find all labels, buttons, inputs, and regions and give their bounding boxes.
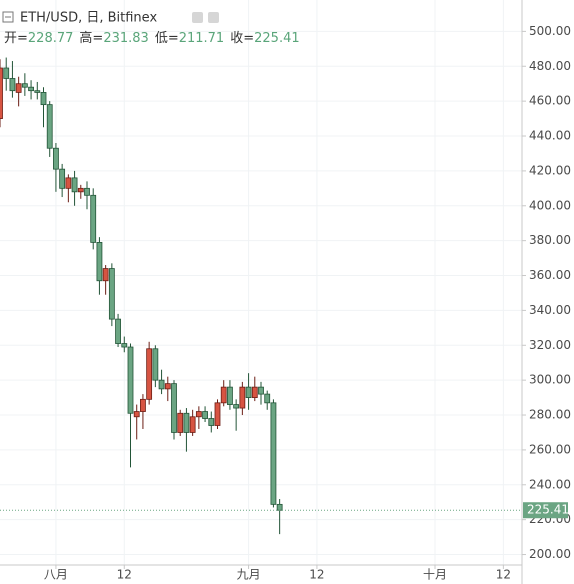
candle-body bbox=[208, 418, 215, 426]
candle-body bbox=[102, 268, 109, 282]
candle-body bbox=[53, 147, 59, 170]
ohlc-label: 低= bbox=[155, 31, 179, 46]
candle-body bbox=[71, 177, 78, 193]
y-tick-label: 280.00 bbox=[529, 408, 571, 422]
ohlc-label: 高= bbox=[79, 30, 103, 46]
candle-body bbox=[0, 67, 3, 119]
candle-body bbox=[146, 348, 153, 400]
candle-body bbox=[239, 386, 246, 409]
candle-body bbox=[115, 318, 121, 344]
x-tick-label: 12 bbox=[117, 568, 132, 582]
collapse-icon[interactable] bbox=[2, 11, 14, 23]
candle-body bbox=[34, 90, 41, 93]
candle-body bbox=[108, 268, 115, 320]
candle-body bbox=[15, 83, 22, 93]
y-tick-label: 400.00 bbox=[529, 198, 571, 212]
candle-body bbox=[245, 386, 252, 398]
y-tick-label: 380.00 bbox=[529, 233, 571, 247]
y-tick-label: 300.00 bbox=[529, 373, 571, 387]
candle-body bbox=[46, 104, 53, 149]
candle-body bbox=[189, 416, 196, 433]
x-tick-label: 十月 bbox=[423, 568, 447, 582]
last-price-label: 225.41 bbox=[527, 503, 569, 517]
y-tick-label: 320.00 bbox=[529, 338, 571, 352]
settings-icon[interactable] bbox=[192, 12, 203, 23]
candle-body bbox=[140, 398, 146, 412]
candle-body bbox=[164, 383, 171, 390]
y-tick-label: 360.00 bbox=[529, 268, 571, 282]
grid bbox=[0, 0, 522, 565]
candles bbox=[0, 57, 283, 535]
candle-body bbox=[177, 412, 184, 433]
ohlc-legend: 开=228.77 高=231.83 低=211.71 收=225.41 bbox=[4, 30, 300, 46]
x-tick-label: 12 bbox=[309, 568, 324, 582]
candle-body bbox=[264, 393, 271, 404]
candle-body bbox=[258, 386, 264, 395]
candle-body bbox=[276, 503, 283, 511]
candle-body bbox=[195, 411, 202, 418]
y-tick-label: 440.00 bbox=[529, 129, 571, 143]
candle-body bbox=[233, 404, 240, 409]
y-tick-label: 260.00 bbox=[529, 442, 571, 456]
last-price-box bbox=[523, 502, 568, 519]
y-tick-label: 500.00 bbox=[529, 24, 571, 38]
candle-body bbox=[152, 348, 159, 381]
candle-body bbox=[127, 346, 134, 414]
candle-body bbox=[220, 386, 227, 404]
ohlc-label: 开= bbox=[4, 31, 28, 46]
candle-body bbox=[183, 412, 190, 433]
ohlc-label: 收= bbox=[230, 31, 254, 46]
x-tick-label: 八月 bbox=[44, 568, 68, 582]
ohlc-value: 211.71 bbox=[179, 31, 225, 46]
chart-title: ETH/USD, 日, Bitfinex bbox=[20, 11, 157, 26]
ohlc-value: 228.77 bbox=[28, 31, 74, 46]
candle-body bbox=[96, 241, 103, 282]
candle-body bbox=[171, 383, 177, 433]
candle-body bbox=[28, 86, 34, 92]
y-tick-label: 200.00 bbox=[529, 547, 571, 561]
ohlc-value: 231.83 bbox=[103, 31, 149, 46]
candle-body bbox=[202, 411, 208, 419]
y-tick-label: 480.00 bbox=[529, 59, 571, 73]
x-tick-label: 九月 bbox=[237, 568, 261, 582]
candle-body bbox=[77, 187, 84, 193]
y-tick-label: 420.00 bbox=[529, 163, 571, 177]
candle-body bbox=[59, 168, 66, 189]
candle-body bbox=[21, 83, 28, 88]
y-tick-label: 240.00 bbox=[529, 477, 571, 491]
candle-body bbox=[214, 402, 221, 426]
candle-body bbox=[158, 379, 165, 390]
candle-body bbox=[40, 92, 47, 106]
candle-body bbox=[84, 187, 90, 196]
candle-body bbox=[90, 194, 97, 243]
candle-body bbox=[270, 402, 277, 505]
candle-body bbox=[65, 177, 72, 189]
close-icon[interactable] bbox=[208, 12, 219, 23]
candle-body bbox=[121, 343, 128, 348]
y-tick-label: 340.00 bbox=[529, 303, 571, 317]
candle-body bbox=[3, 67, 10, 79]
candle-body bbox=[227, 386, 233, 405]
y-tick-label: 460.00 bbox=[529, 94, 571, 108]
candle-body bbox=[133, 411, 140, 418]
ohlc-value: 225.41 bbox=[254, 31, 300, 46]
header: ETH/USD, 日, Bitfinex 开=228.77 高=231.83 低=2… bbox=[2, 11, 300, 46]
candle-body bbox=[251, 386, 258, 398]
x-tick-label: 12 bbox=[496, 568, 511, 582]
candle-body bbox=[9, 78, 16, 92]
